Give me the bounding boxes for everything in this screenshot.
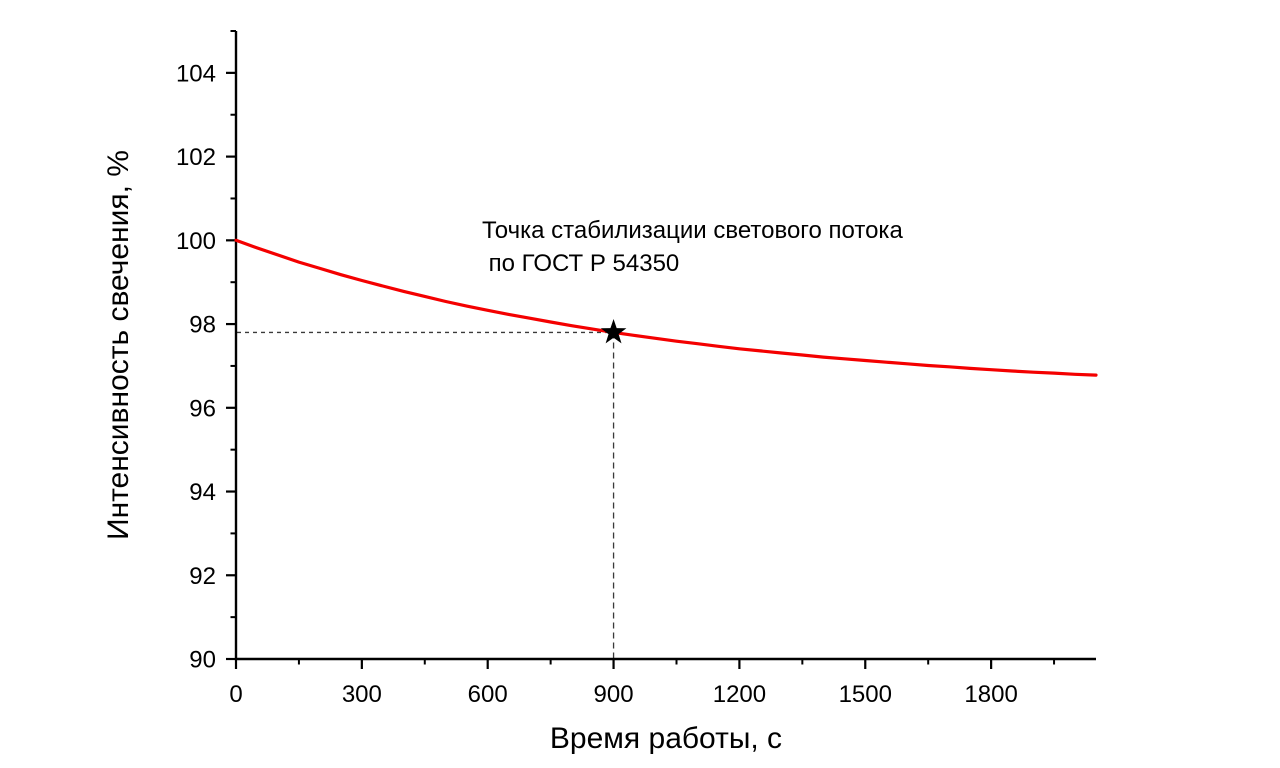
- y-tick-label: 98: [189, 312, 216, 339]
- y-tick-label: 94: [189, 479, 216, 506]
- x-tick-label: 0: [229, 681, 242, 708]
- y-tick-label: 102: [176, 144, 216, 171]
- y-tick-label: 92: [189, 563, 216, 590]
- x-axis-title: Время работы, с: [550, 722, 782, 755]
- y-tick-label: 104: [176, 60, 216, 87]
- x-tick-label: 300: [342, 681, 382, 708]
- axes-lines: [234, 31, 1096, 661]
- stabilization-annotation: Точка стабилизации светового потока по Г…: [482, 217, 903, 277]
- y-tick-label: 90: [189, 647, 216, 674]
- y-axis-title: Интенсивность свечения, %: [102, 150, 135, 540]
- annotation-line-1: Точка стабилизации светового потока: [482, 217, 903, 244]
- y-tick-label: 96: [189, 395, 216, 422]
- x-tick-label: 900: [594, 681, 634, 708]
- annotation-line-2: по ГОСТ Р 54350: [482, 250, 679, 277]
- x-tick-label: 1200: [713, 681, 766, 708]
- stabilization-star-marker: [600, 318, 627, 344]
- x-tick-label: 1500: [839, 681, 892, 708]
- intensity-curve: [234, 238, 1098, 377]
- y-tick-label: 100: [176, 228, 216, 255]
- x-tick-label: 1800: [964, 681, 1017, 708]
- x-tick-label: 600: [468, 681, 508, 708]
